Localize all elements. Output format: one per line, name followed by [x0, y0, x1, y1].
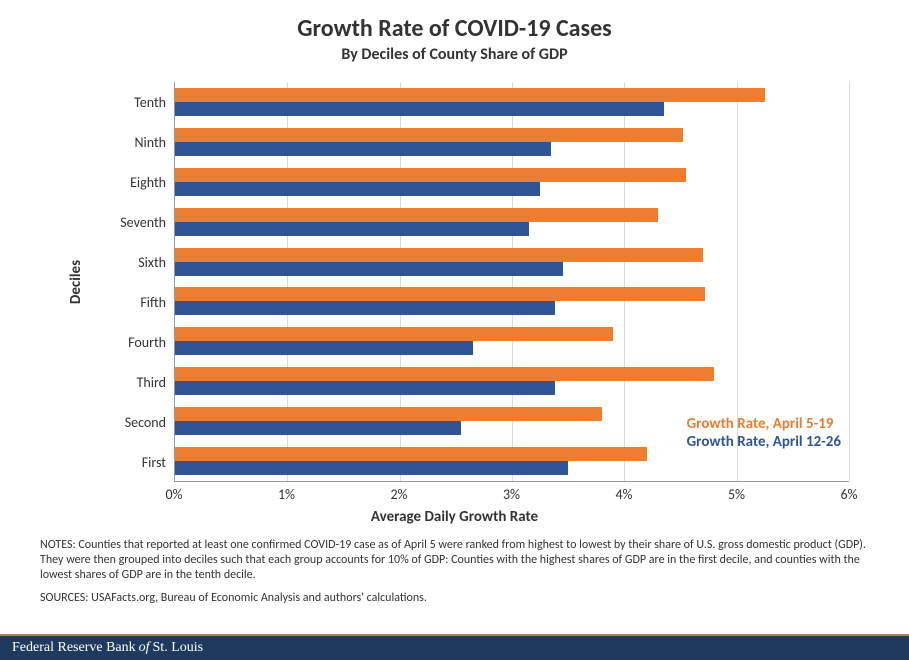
bar: [175, 88, 765, 102]
x-tick-label: 2%: [390, 486, 407, 503]
bar: [175, 142, 551, 156]
footer-org-pre: Federal Reserve Bank: [12, 640, 136, 656]
y-category-label: Fifth: [114, 282, 166, 322]
footer-bar: Federal Reserve Bank of St. Louis: [0, 634, 909, 660]
footer-org-post: St. Louis: [153, 640, 204, 656]
bar: [175, 102, 664, 116]
x-tick-labels: 0%1%2%3%4%5%6%: [174, 482, 849, 502]
y-category-label: Seventh: [114, 202, 166, 242]
bar-row: [175, 321, 849, 361]
x-tick-label: 4%: [615, 486, 632, 503]
y-category-label: Ninth: [114, 122, 166, 162]
y-category-label: Eighth: [114, 162, 166, 202]
legend: Growth Rate, April 5-19Growth Rate, Apri…: [687, 415, 841, 451]
plot-area: Deciles TenthNinthEighthSeventhSixthFift…: [114, 82, 849, 482]
chart-container: Growth Rate of COVID-19 Cases By Deciles…: [0, 0, 909, 526]
gridline: [849, 82, 850, 481]
bar: [175, 341, 473, 355]
bar-row: [175, 162, 849, 202]
bar-row: [175, 202, 849, 242]
bars-region: Growth Rate, April 5-19Growth Rate, Apri…: [174, 82, 849, 482]
bar: [175, 222, 529, 236]
y-category-label: Third: [114, 362, 166, 402]
y-category-label: Fourth: [114, 322, 166, 362]
sources-text: SOURCES: USAFacts.org, Bureau of Economi…: [0, 583, 909, 605]
bar-row: [175, 361, 849, 401]
bar: [175, 262, 563, 276]
chart-subtitle: By Deciles of County Share of GDP: [40, 45, 869, 64]
bar: [175, 381, 555, 395]
notes-text: NOTES: Counties that reported at least o…: [0, 526, 909, 583]
bar: [175, 301, 555, 315]
bar: [175, 327, 613, 341]
bar-row: [175, 282, 849, 322]
bar: [175, 208, 658, 222]
y-category-labels: TenthNinthEighthSeventhSixthFifthFourthT…: [114, 82, 174, 482]
bar: [175, 447, 647, 461]
footer-org-of: of: [139, 640, 150, 656]
chart-title: Growth Rate of COVID-19 Cases: [40, 14, 869, 43]
bar: [175, 461, 568, 475]
x-tick-label: 0%: [165, 486, 182, 503]
bar: [175, 128, 683, 142]
bar: [175, 421, 461, 435]
bar: [175, 182, 540, 196]
bar: [175, 248, 703, 262]
y-axis-label: Deciles: [67, 260, 85, 304]
bar-row: [175, 122, 849, 162]
x-tick-label: 1%: [278, 486, 295, 503]
bar-row: [175, 242, 849, 282]
legend-entry: Growth Rate, April 5-19: [687, 415, 841, 433]
bar: [175, 287, 705, 301]
bar: [175, 407, 602, 421]
y-category-label: Second: [114, 402, 166, 442]
y-category-label: Tenth: [114, 82, 166, 122]
bar-row: [175, 82, 849, 122]
x-tick-label: 5%: [728, 486, 745, 503]
x-axis-label: Average Daily Growth Rate: [40, 508, 869, 526]
legend-entry: Growth Rate, April 12-26: [687, 433, 841, 451]
y-category-label: First: [114, 442, 166, 482]
y-category-label: Sixth: [114, 242, 166, 282]
bar: [175, 168, 686, 182]
x-tick-label: 6%: [840, 486, 857, 503]
bar: [175, 367, 714, 381]
x-tick-label: 3%: [503, 486, 520, 503]
